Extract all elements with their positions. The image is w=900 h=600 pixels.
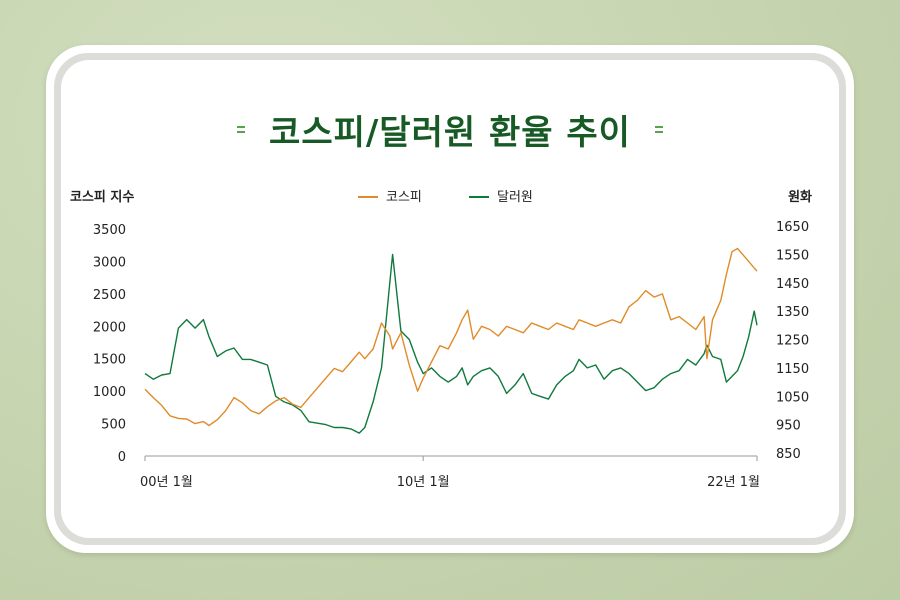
x-tick-label: 22년 1월 [707, 475, 760, 490]
y-right-tick-label: 1250 [776, 334, 809, 349]
legend-label-kospi: 코스피 [386, 190, 422, 205]
y-right-tick-label: 1050 [776, 390, 809, 405]
y-left-tick-label: 0 [118, 450, 126, 465]
y-left-tick-label: 1000 [93, 385, 126, 400]
y-left-tick-label: 2000 [93, 320, 126, 335]
y-right-tick-label: 1550 [776, 248, 809, 263]
x-tick-label: 10년 1월 [397, 475, 450, 490]
series-line-kospi [144, 247, 758, 427]
y-left-tick-label: 3500 [93, 223, 126, 238]
legend: 코스피 달러원 [358, 190, 533, 205]
x-ticks: 00년 1월 10년 1월 22년 1월 [140, 456, 760, 490]
y-right-tick-label: 950 [776, 419, 801, 434]
y-right-tick-label: 850 [776, 447, 801, 462]
y-right-tick-label: 1350 [776, 305, 809, 320]
x-tick-label: 00년 1월 [140, 475, 193, 490]
y-left-ticks: 3500 3000 2500 2000 1500 1000 500 0 [93, 223, 126, 465]
y-left-tick-label: 3000 [93, 255, 126, 270]
chart-title: 코스피/달러원 환율 추이 [269, 112, 631, 153]
y-right-tick-label: 1650 [776, 220, 809, 235]
title-deco-left [237, 125, 246, 133]
legend-label-usdkrw: 달러원 [497, 190, 533, 205]
series-line-usdkrw [144, 253, 758, 434]
y-left-tick-label: 1500 [93, 353, 126, 368]
y-right-tick-label: 1150 [776, 362, 809, 377]
y-right-ticks: 1650 1550 1450 1350 1250 1150 1050 950 850 [776, 220, 809, 462]
series-layer [144, 247, 758, 434]
title-deco-right [654, 125, 663, 133]
y-left-tick-label: 500 [101, 418, 126, 433]
title-row: 코스피/달러원 환율 추이 [0, 104, 900, 154]
y-right-axis-title: 원화 [788, 189, 812, 205]
y-left-axis-title: 코스피 지수 [70, 190, 134, 205]
y-left-tick-label: 2500 [93, 288, 126, 303]
card-panel [61, 60, 839, 538]
y-right-tick-label: 1450 [776, 277, 809, 292]
